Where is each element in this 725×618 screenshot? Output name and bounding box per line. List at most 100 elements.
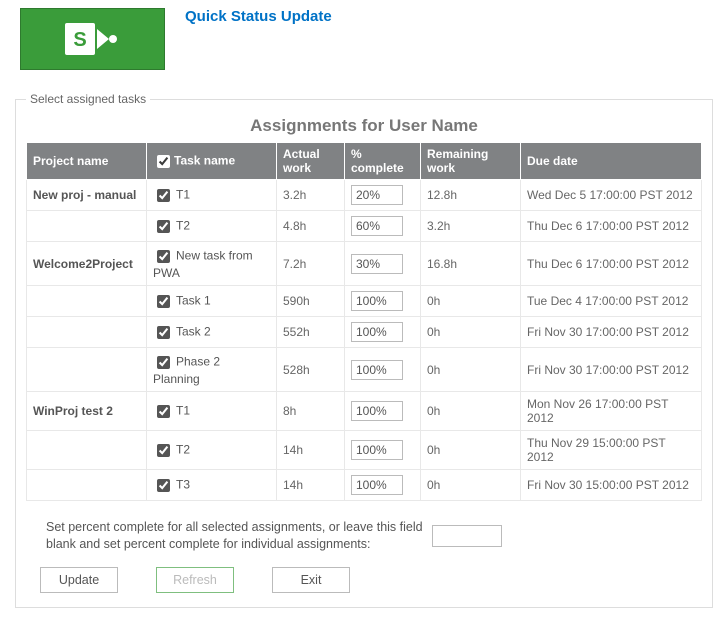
task-name: T1 xyxy=(176,187,190,201)
cell-task: T1 xyxy=(147,392,277,431)
task-name: T2 xyxy=(176,218,190,232)
task-checkbox[interactable] xyxy=(157,295,170,308)
cell-pct xyxy=(345,392,421,431)
cell-task: Task 2 xyxy=(147,317,277,348)
cell-remaining: 0h xyxy=(421,317,521,348)
cell-actual: 8h xyxy=(277,392,345,431)
percent-input[interactable] xyxy=(351,401,403,421)
task-name: T3 xyxy=(176,477,190,491)
cell-task: T2 xyxy=(147,211,277,242)
table-row: Task 1590h0hTue Dec 4 17:00:00 PST 2012 xyxy=(27,286,702,317)
task-checkbox[interactable] xyxy=(157,356,170,369)
button-row: Update Refresh Exit xyxy=(40,567,702,593)
cell-project: Welcome2Project xyxy=(27,242,147,286)
percent-input[interactable] xyxy=(351,291,403,311)
cell-actual: 590h xyxy=(277,286,345,317)
cell-actual: 14h xyxy=(277,470,345,501)
percent-input[interactable] xyxy=(351,440,403,460)
task-checkbox[interactable] xyxy=(157,250,170,263)
table-row: T24.8h3.2hThu Dec 6 17:00:00 PST 2012 xyxy=(27,211,702,242)
fieldset-legend: Select assigned tasks xyxy=(26,92,150,106)
cell-pct xyxy=(345,470,421,501)
cell-project: WinProj test 2 xyxy=(27,392,147,431)
tasks-fieldset: Select assigned tasks Assignments for Us… xyxy=(15,92,713,608)
bulk-set-row: Set percent complete for all selected as… xyxy=(46,519,702,553)
cell-due: Mon Nov 26 17:00:00 PST 2012 xyxy=(521,392,702,431)
cell-pct xyxy=(345,211,421,242)
percent-input[interactable] xyxy=(351,322,403,342)
col-pct: % complete xyxy=(345,143,421,180)
cell-due: Fri Nov 30 15:00:00 PST 2012 xyxy=(521,470,702,501)
quick-status-title: Quick Status Update xyxy=(185,8,332,25)
col-task-label: Task name xyxy=(174,153,235,167)
table-title: Assignments for User Name xyxy=(26,116,702,136)
cell-task: T1 xyxy=(147,180,277,211)
cell-actual: 7.2h xyxy=(277,242,345,286)
task-name: T1 xyxy=(176,403,190,417)
assignments-table: Project name Task name Actual work % com… xyxy=(26,142,702,501)
cell-due: Thu Dec 6 17:00:00 PST 2012 xyxy=(521,242,702,286)
cell-project xyxy=(27,470,147,501)
cell-project xyxy=(27,211,147,242)
cell-pct xyxy=(345,348,421,392)
cell-project xyxy=(27,348,147,392)
col-project: Project name xyxy=(27,143,147,180)
table-row: Task 2552h0hFri Nov 30 17:00:00 PST 2012 xyxy=(27,317,702,348)
task-name: Task 2 xyxy=(176,324,211,338)
cell-remaining: 0h xyxy=(421,348,521,392)
header: S Quick Status Update xyxy=(0,0,725,70)
percent-input[interactable] xyxy=(351,254,403,274)
refresh-button[interactable]: Refresh xyxy=(156,567,234,593)
task-checkbox[interactable] xyxy=(157,189,170,202)
select-all-checkbox[interactable] xyxy=(157,155,170,168)
table-row: Welcome2ProjectNew task from PWA7.2h 16.8… xyxy=(27,242,702,286)
cell-task: Phase 2 Planning xyxy=(147,348,277,392)
cell-remaining: 16.8h xyxy=(421,242,521,286)
sharepoint-logo: S xyxy=(20,8,165,70)
col-task: Task name xyxy=(147,143,277,180)
percent-input[interactable] xyxy=(351,475,403,495)
cell-due: Thu Dec 6 17:00:00 PST 2012 xyxy=(521,211,702,242)
cell-due: Thu Nov 29 15:00:00 PST 2012 xyxy=(521,431,702,470)
cell-task: Task 1 xyxy=(147,286,277,317)
table-row: New proj - manualT13.2h12.8hWed Dec 5 17… xyxy=(27,180,702,211)
cell-pct xyxy=(345,317,421,348)
cell-task: T3 xyxy=(147,470,277,501)
col-due: Due date xyxy=(521,143,702,180)
task-checkbox[interactable] xyxy=(157,479,170,492)
col-remaining: Remaining work xyxy=(421,143,521,180)
cell-remaining: 0h xyxy=(421,286,521,317)
cell-actual: 3.2h xyxy=(277,180,345,211)
task-checkbox[interactable] xyxy=(157,326,170,339)
task-checkbox[interactable] xyxy=(157,444,170,457)
exit-button[interactable]: Exit xyxy=(272,567,350,593)
cell-task: New task from PWA xyxy=(147,242,277,286)
cell-due: Wed Dec 5 17:00:00 PST 2012 xyxy=(521,180,702,211)
cell-due: Fri Nov 30 17:00:00 PST 2012 xyxy=(521,348,702,392)
cell-remaining: 0h xyxy=(421,470,521,501)
cell-remaining: 0h xyxy=(421,431,521,470)
cell-actual: 552h xyxy=(277,317,345,348)
bulk-set-label: Set percent complete for all selected as… xyxy=(46,519,426,553)
update-button[interactable]: Update xyxy=(40,567,118,593)
cell-remaining: 3.2h xyxy=(421,211,521,242)
task-name: Task 1 xyxy=(176,293,211,307)
cell-actual: 528h xyxy=(277,348,345,392)
cell-task: T2 xyxy=(147,431,277,470)
cell-pct xyxy=(345,286,421,317)
table-row: Phase 2 Planning528h 0hFri Nov 30 17:00:0… xyxy=(27,348,702,392)
cell-actual: 14h xyxy=(277,431,345,470)
task-name: T2 xyxy=(176,442,190,456)
cell-project xyxy=(27,317,147,348)
percent-input[interactable] xyxy=(351,185,403,205)
cell-pct xyxy=(345,242,421,286)
cell-project xyxy=(27,431,147,470)
task-checkbox[interactable] xyxy=(157,220,170,233)
percent-input[interactable] xyxy=(351,360,403,380)
table-row: T2 14h 0hThu Nov 29 15:00:00 PST 2012 xyxy=(27,431,702,470)
percent-input[interactable] xyxy=(351,216,403,236)
bulk-percent-input[interactable] xyxy=(432,525,502,547)
cell-project: New proj - manual xyxy=(27,180,147,211)
task-checkbox[interactable] xyxy=(157,405,170,418)
table-row: T3 14h 0hFri Nov 30 15:00:00 PST 2012 xyxy=(27,470,702,501)
